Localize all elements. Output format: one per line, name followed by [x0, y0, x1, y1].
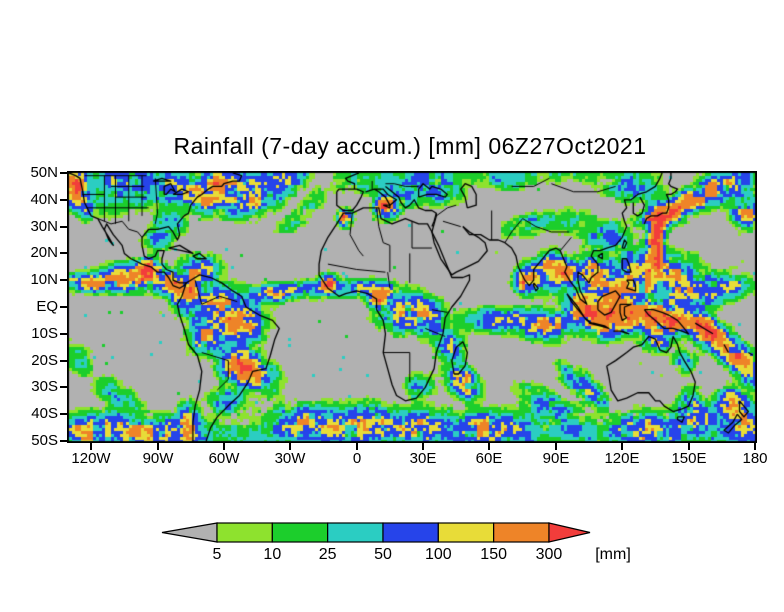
lat-tick [60, 386, 67, 388]
lon-tick-label: 90W [142, 450, 174, 467]
lat-tick-label: 50S [31, 432, 58, 449]
lon-tick-label: 120E [604, 450, 640, 467]
lon-tick [688, 443, 690, 450]
lat-tick [60, 252, 67, 254]
lon-tick [754, 443, 756, 450]
lon-tick-label: 30W [274, 450, 306, 467]
lat-tick [60, 413, 67, 415]
lon-tick [157, 443, 159, 450]
lon-tick [289, 443, 291, 450]
lat-tick-label: 40S [31, 405, 58, 422]
lon-tick [488, 443, 490, 450]
lon-tick-label: 180 [742, 450, 768, 467]
lon-tick-label: 120W [71, 450, 111, 467]
lon-tick-label: 0 [352, 450, 362, 467]
colorbar-legend: 5 10 25 50 100 150 300 [mm] [161, 522, 631, 563]
colorbar-segment [382, 522, 439, 543]
colorbar-tick-label: 100 [425, 546, 452, 563]
lat-tick [60, 279, 67, 281]
lat-tick [60, 306, 67, 308]
lon-tick-label: 90E [542, 450, 570, 467]
colorbar-unit-label: [mm] [595, 546, 631, 563]
colorbar-tick-label: 50 [374, 546, 392, 563]
lon-tick [223, 443, 225, 450]
colorbar-segment [437, 522, 495, 543]
lon-tick [356, 443, 358, 450]
lon-tick [422, 443, 424, 450]
lat-tick [60, 226, 67, 228]
colorbar-tick-label: 10 [263, 546, 281, 563]
lat-tick-label: 30N [30, 218, 58, 235]
lon-tick-label: 30E [409, 450, 437, 467]
colorbar-segment [493, 522, 550, 543]
colorbar-segment [327, 522, 384, 543]
plot-title: Rainfall (7-day accum.) [mm] 06Z27Oct202… [173, 133, 647, 159]
lat-tick [60, 360, 67, 362]
lon-tick-label: 60E [475, 450, 503, 467]
lat-tick-label: 10S [31, 325, 58, 342]
lon-tick [90, 443, 92, 450]
colorbar-under-arrow [161, 522, 218, 543]
lat-tick-label: 20S [31, 352, 58, 369]
lat-tick [60, 199, 67, 201]
lat-tick-label: 30S [31, 378, 58, 395]
lat-tick-label: 40N [30, 191, 58, 208]
lat-tick-label: EQ [36, 298, 58, 315]
colorbar-tick-label: 150 [480, 546, 507, 563]
lon-tick [621, 443, 623, 450]
colorbar-tick-label: 5 [213, 546, 222, 563]
colorbar-segment [216, 522, 273, 543]
lat-tick-label: 50N [30, 164, 58, 181]
world-map-frame [67, 171, 757, 443]
lat-tick-label: 10N [30, 271, 58, 288]
lat-tick [60, 440, 67, 442]
colorbar-tick-label: 300 [536, 546, 563, 563]
lat-tick [60, 333, 67, 335]
rainfall-heatmap-canvas [67, 171, 757, 443]
lat-tick [60, 172, 67, 174]
colorbar-segment [271, 522, 329, 543]
lat-tick-label: 20N [30, 244, 58, 261]
lon-tick-label: 60W [208, 450, 240, 467]
lon-tick-label: 150E [671, 450, 707, 467]
colorbar-tick-label: 25 [319, 546, 337, 563]
colorbar-over-arrow [548, 522, 591, 543]
lon-tick [555, 443, 557, 450]
